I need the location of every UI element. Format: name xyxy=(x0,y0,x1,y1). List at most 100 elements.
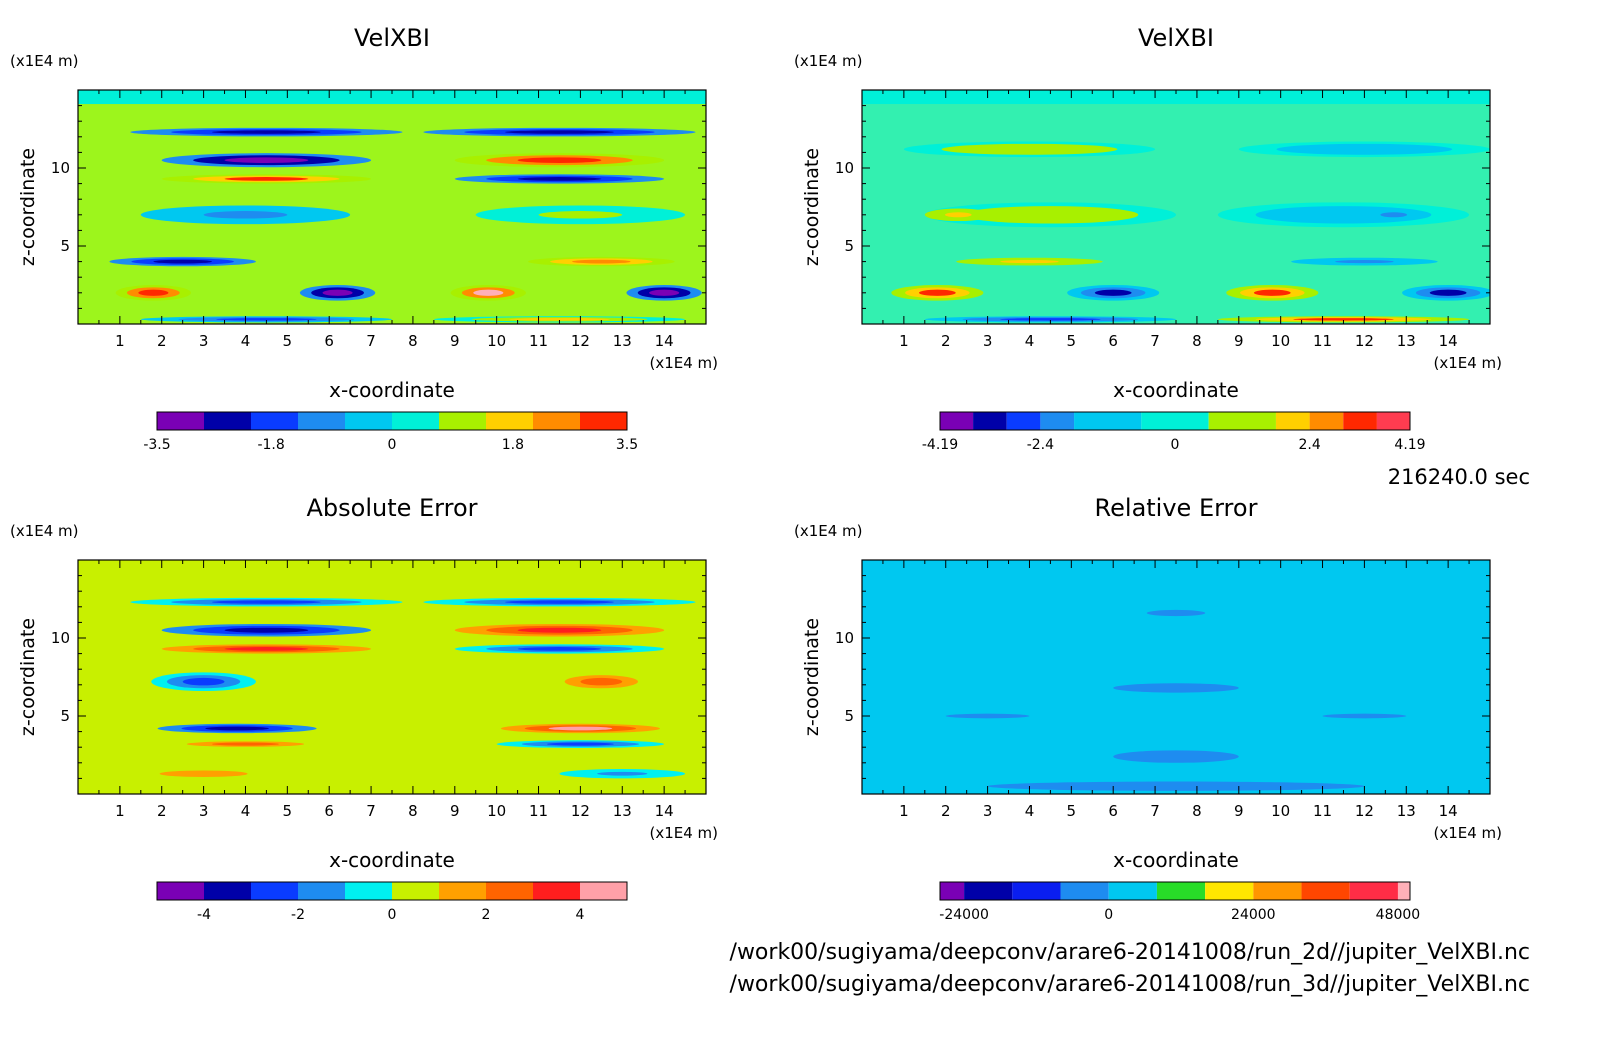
colorbar-label: -24000 xyxy=(939,907,989,923)
x-tick-label: 13 xyxy=(1397,332,1416,350)
contour-region xyxy=(224,627,309,633)
x-tick-label: 5 xyxy=(1067,332,1077,350)
y-axis-label: z-coordinate xyxy=(801,148,823,266)
colorbar-segment xyxy=(392,412,439,430)
colorbar-segment xyxy=(1343,412,1377,430)
contour-region xyxy=(1335,260,1394,264)
contour-region xyxy=(1000,209,1101,220)
colorbar-label: 0 xyxy=(388,907,397,923)
x-tick-label: 3 xyxy=(983,332,993,350)
contour-region xyxy=(505,600,614,604)
y-tick-label: 10 xyxy=(835,159,854,177)
colorbar-label: 2 xyxy=(482,907,491,923)
colorbar-segment xyxy=(486,882,533,900)
contour-region xyxy=(1094,289,1132,296)
x-tick-label: 11 xyxy=(529,802,548,820)
chart-title: Absolute Error xyxy=(306,494,477,522)
x-tick-label: 10 xyxy=(1271,332,1290,350)
x-tick-label: 1 xyxy=(899,332,909,350)
colorbar-label: -2 xyxy=(291,907,305,923)
colorbar-label: 4.19 xyxy=(1394,437,1425,453)
contour-region xyxy=(1000,260,1059,264)
y-tick-label: 5 xyxy=(60,237,70,255)
x-tick-label: 8 xyxy=(1192,802,1202,820)
x-tick-label: 1 xyxy=(115,332,125,350)
x-tick-label: 7 xyxy=(1150,802,1160,820)
x-unit-label: (x1E4 m) xyxy=(1433,824,1502,842)
colorbar-segment xyxy=(345,412,392,430)
top-band xyxy=(862,560,1490,575)
x-tick-label: 5 xyxy=(283,332,293,350)
colorbar-segment xyxy=(1108,882,1157,900)
chart-title: VelXBI xyxy=(1138,24,1214,52)
colorbar-segment xyxy=(204,412,251,430)
contour-region xyxy=(509,318,610,321)
x-axis-label: x-coordinate xyxy=(1113,378,1239,402)
x-axis-label: x-coordinate xyxy=(329,848,455,872)
colorbar-label: 3.5 xyxy=(616,437,638,453)
x-tick-label: 12 xyxy=(1355,332,1374,350)
contour-region xyxy=(322,289,353,296)
y-unit-label: (x1E4 m) xyxy=(10,522,79,540)
contour-region xyxy=(580,677,623,686)
contour-region xyxy=(1347,715,1382,717)
x-tick-label: 10 xyxy=(487,332,506,350)
contour-region xyxy=(224,647,309,651)
y-unit-label: (x1E4 m) xyxy=(10,52,79,70)
colorbar-segment xyxy=(1012,882,1061,900)
contour-region xyxy=(211,742,279,746)
colorbar-frame xyxy=(939,411,1411,431)
y-tick-label: 5 xyxy=(844,237,854,255)
contour-region xyxy=(138,289,169,296)
x-tick-label: 9 xyxy=(450,332,460,350)
colorbar-segment xyxy=(157,882,204,900)
x-tick-label: 7 xyxy=(366,332,376,350)
colorbar-segment xyxy=(1301,882,1350,900)
x-tick-label: 5 xyxy=(283,802,293,820)
x-tick-label: 5 xyxy=(1067,802,1077,820)
colorbar-segment xyxy=(580,882,627,900)
contour-region xyxy=(548,726,613,731)
x-tick-label: 8 xyxy=(408,802,418,820)
x-tick-label: 3 xyxy=(199,332,209,350)
plot-area xyxy=(862,560,1490,794)
x-axis-label: x-coordinate xyxy=(329,378,455,402)
x-tick-label: 2 xyxy=(157,332,167,350)
y-tick-label: 5 xyxy=(60,707,70,725)
colorbar-segment xyxy=(439,412,486,430)
contour-region xyxy=(918,289,956,296)
time-label: 216240.0 sec xyxy=(1387,465,1530,489)
colorbar-segment xyxy=(533,412,580,430)
colorbar-segment xyxy=(1205,882,1254,900)
contour-region xyxy=(597,771,648,776)
colorbar-segment xyxy=(251,882,298,900)
x-tick-label: 1 xyxy=(115,802,125,820)
contour-region xyxy=(546,742,614,746)
x-tick-label: 14 xyxy=(655,332,674,350)
x-tick-label: 9 xyxy=(450,802,460,820)
contour-region xyxy=(517,177,602,181)
x-tick-label: 14 xyxy=(655,802,674,820)
colorbar-frame xyxy=(156,411,628,431)
contour-region xyxy=(649,289,680,296)
colorbar-segment xyxy=(204,882,251,900)
x-unit-label: (x1E4 m) xyxy=(1433,354,1502,372)
x-tick-label: 1 xyxy=(899,802,909,820)
colorbar-segment xyxy=(392,882,439,900)
x-tick-label: 13 xyxy=(1397,802,1416,820)
colorbar-label: -3.5 xyxy=(143,437,170,453)
file-path-2: /work00/sugiyama/deepconv/arare6-2014100… xyxy=(729,972,1530,997)
x-tick-label: 11 xyxy=(1313,802,1332,820)
x-tick-label: 9 xyxy=(1234,332,1244,350)
colorbar-label: -2.4 xyxy=(1027,437,1054,453)
contour-region xyxy=(203,211,288,219)
contour-region xyxy=(944,212,972,218)
colorbar-segment xyxy=(580,412,627,430)
y-unit-label: (x1E4 m) xyxy=(794,522,863,540)
top-band xyxy=(78,560,706,575)
contour-region xyxy=(517,647,602,651)
colorbar-segment xyxy=(1397,882,1410,900)
contour-region xyxy=(216,318,317,321)
x-unit-label: (x1E4 m) xyxy=(649,824,718,842)
